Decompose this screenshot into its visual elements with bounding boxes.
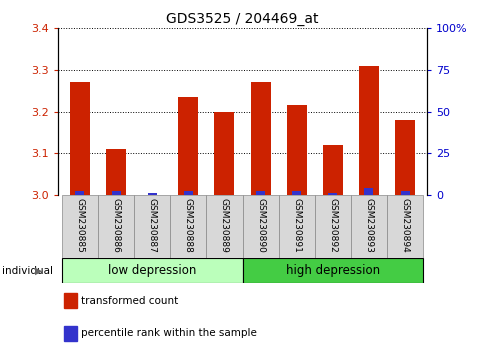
Bar xyxy=(206,195,242,258)
Bar xyxy=(328,193,337,195)
Bar xyxy=(61,258,242,283)
Bar xyxy=(183,190,193,195)
Text: ▶: ▶ xyxy=(35,266,42,276)
Bar xyxy=(147,193,156,195)
Bar xyxy=(70,82,90,195)
Bar xyxy=(250,82,270,195)
Text: GSM230891: GSM230891 xyxy=(291,198,301,253)
Text: high depression: high depression xyxy=(285,264,379,277)
Bar xyxy=(314,195,350,258)
Text: GSM230888: GSM230888 xyxy=(183,198,193,253)
Text: GSM230889: GSM230889 xyxy=(219,198,228,253)
Bar xyxy=(394,120,414,195)
Bar xyxy=(358,66,378,195)
Bar xyxy=(170,195,206,258)
Bar xyxy=(286,105,306,195)
Text: individual: individual xyxy=(2,266,53,276)
Text: GSM230892: GSM230892 xyxy=(328,198,337,253)
Bar xyxy=(63,293,76,308)
Bar xyxy=(134,195,170,258)
Text: GSM230890: GSM230890 xyxy=(256,198,265,253)
Bar xyxy=(214,112,234,195)
Bar xyxy=(242,195,278,258)
Bar xyxy=(111,190,121,195)
Bar xyxy=(278,195,314,258)
Bar xyxy=(386,195,423,258)
Bar xyxy=(61,195,98,258)
Text: GSM230893: GSM230893 xyxy=(364,198,373,253)
Text: GSM230887: GSM230887 xyxy=(147,198,156,253)
Bar xyxy=(242,258,423,283)
Text: percentile rank within the sample: percentile rank within the sample xyxy=(81,328,257,338)
Bar xyxy=(98,195,134,258)
Bar xyxy=(363,188,373,195)
Bar xyxy=(63,326,76,341)
Bar xyxy=(75,190,84,195)
Text: GSM230886: GSM230886 xyxy=(111,198,120,253)
Bar xyxy=(350,195,386,258)
Bar xyxy=(400,190,409,195)
Text: GSM230885: GSM230885 xyxy=(75,198,84,253)
Text: transformed count: transformed count xyxy=(81,296,178,306)
Text: low depression: low depression xyxy=(108,264,196,277)
Bar xyxy=(291,190,301,195)
Bar xyxy=(106,149,126,195)
Bar xyxy=(322,145,342,195)
Text: GSM230894: GSM230894 xyxy=(400,198,409,253)
Bar xyxy=(256,190,265,195)
Bar xyxy=(178,97,198,195)
Title: GDS3525 / 204469_at: GDS3525 / 204469_at xyxy=(166,12,318,26)
